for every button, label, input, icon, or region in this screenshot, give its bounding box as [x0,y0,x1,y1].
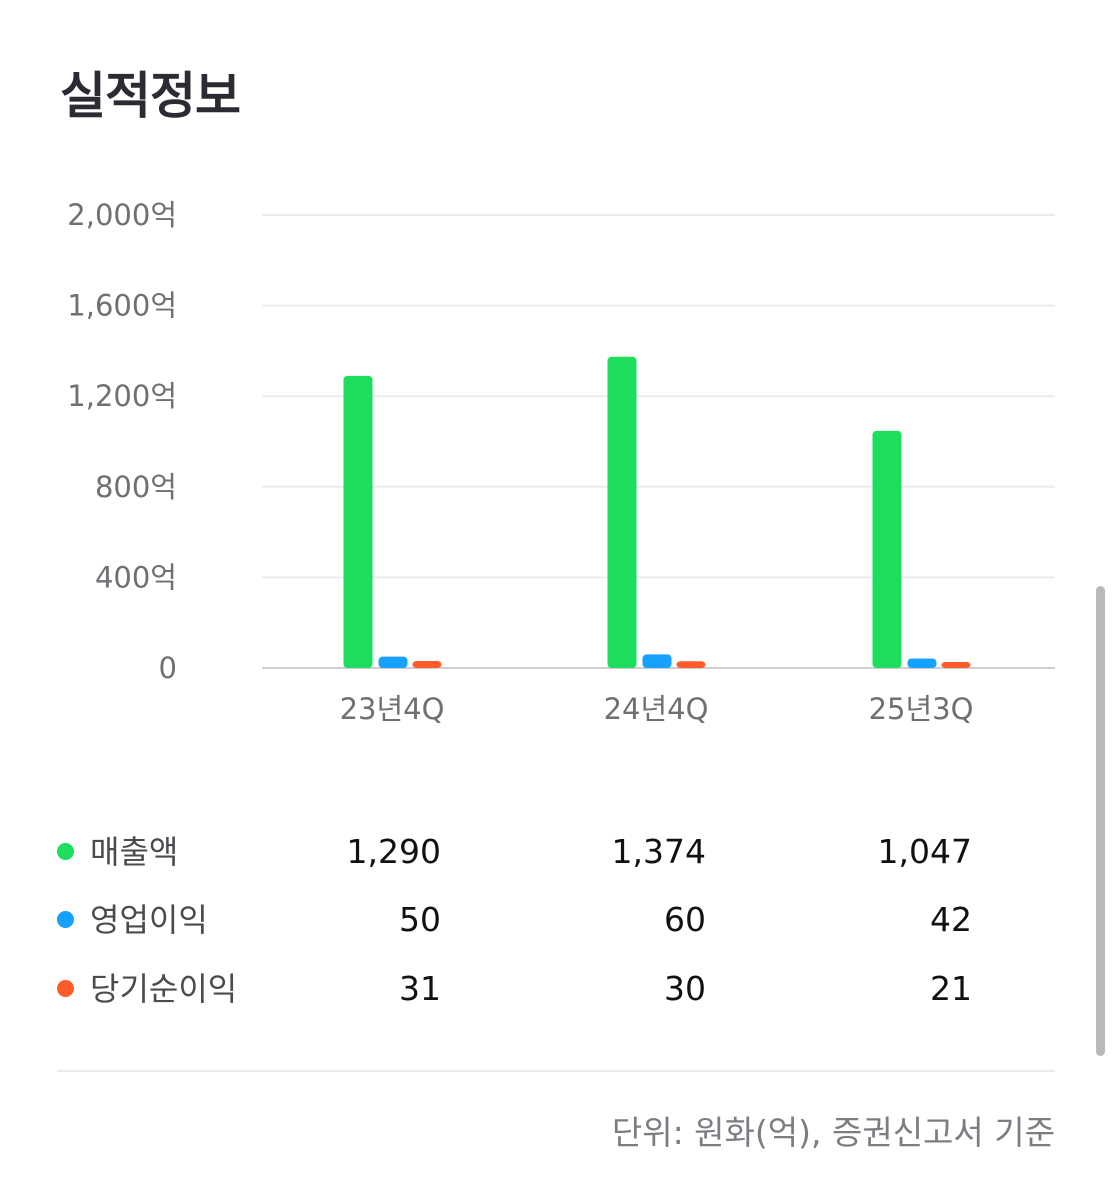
data-value-label: 1,290 [346,832,441,871]
data-value-label: 1,047 [877,832,972,871]
bar-영업이익-25년3Q [907,658,937,668]
data-value-label: 1,374 [611,832,706,871]
bar-매출액-25년3Q [872,430,902,668]
data-value-label: 60 [664,900,706,939]
divider [57,1070,1055,1072]
legend-row: 매출액 1,290 1,374 1,047 [0,827,1112,877]
bar-매출액-24년4Q [607,356,637,668]
data-value-label: 21 [930,969,972,1008]
page-title: 실적정보 [60,67,241,125]
y-tick-label: 2,000억 [67,198,177,232]
legend-row: 당기순이익 31 30 21 [0,964,1112,1014]
bar-당기순이익-24년4Q [676,661,706,668]
scrollbar[interactable] [1096,586,1105,1056]
y-tick-label: 1,600억 [67,289,177,323]
legend-label: 당기순이익 [90,970,238,1008]
data-value-label: 42 [930,900,972,939]
bar-chart: 0 400억 800억 1,200억 1,600억 2,000억 23년4Q 24년4Q 25년… [67,198,1055,726]
legend-label: 영업이익 [90,901,208,939]
legend-label: 매출액 [90,833,179,871]
y-tick-label: 400억 [95,560,177,594]
y-tick-label: 800억 [95,470,177,504]
x-tick-label: 24년4Q [604,692,709,726]
y-tick-label: 1,200억 [67,379,177,413]
data-value-label: 30 [664,969,706,1008]
legend-dot-icon [57,843,74,860]
unit-footnote: 단위: 원화(억), 증권신고서 기준 [611,1113,1055,1152]
bar-당기순이익-25년3Q [941,662,971,668]
y-tick-label: 0 [159,651,177,685]
bar-영업이익-24년4Q [642,654,672,668]
data-value-label: 50 [399,900,441,939]
legend-dot-icon [57,980,74,997]
data-value-label: 31 [399,969,441,1008]
legend-row: 영업이익 50 60 42 [0,895,1112,945]
bar-당기순이익-23년4Q [412,660,442,668]
legend-dot-icon [57,911,74,928]
x-tick-label: 25년3Q [869,692,974,726]
bar-영업이익-23년4Q [378,656,408,668]
x-tick-label: 23년4Q [340,692,445,726]
bar-매출액-23년4Q [343,375,373,668]
